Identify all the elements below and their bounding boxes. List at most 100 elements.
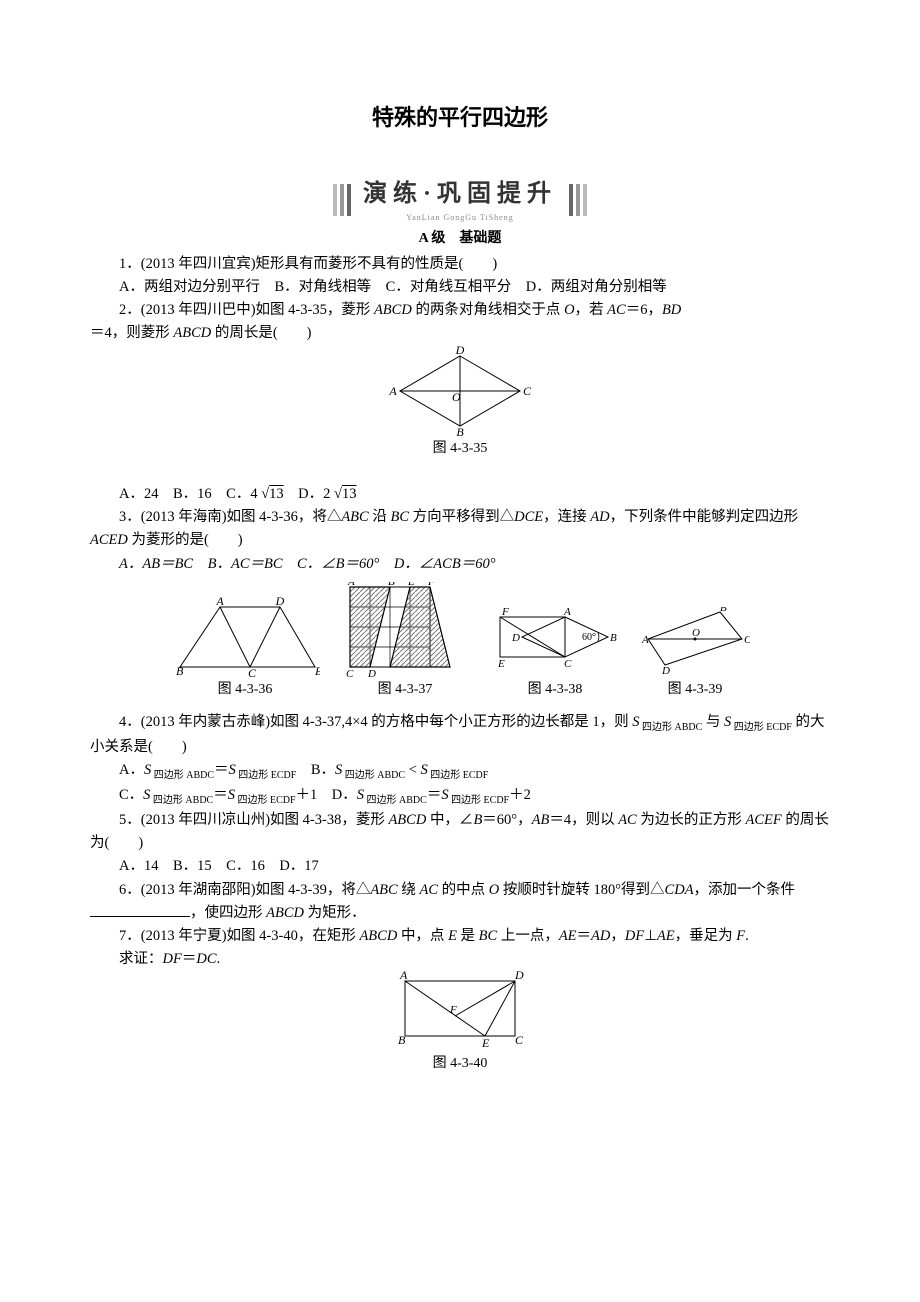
svg-text:E: E <box>497 658 505 670</box>
var: AB <box>532 812 550 828</box>
fig-label: 图 4-3-40 <box>90 1053 830 1075</box>
subscript: 四边形 ECDF <box>731 722 792 733</box>
var: ABCD <box>388 812 426 828</box>
text: ＝ <box>577 928 592 944</box>
subscript: 四边形 ECDF <box>449 795 510 806</box>
bar <box>569 184 573 216</box>
fig-label: 图 4-3-39 <box>640 679 750 701</box>
text: 为边长的正方形 <box>637 812 746 828</box>
text: 是 <box>457 928 479 944</box>
bar <box>333 184 337 216</box>
fig-label: 图 4-3-35 <box>90 438 830 460</box>
text: ＋2 <box>509 787 531 803</box>
text: ， <box>610 928 625 944</box>
var: DF <box>625 928 644 944</box>
rhombus-diagram: D A C B O <box>385 346 535 436</box>
var: BC <box>390 509 409 525</box>
banner-main-text: 演练·巩固提升 <box>363 175 557 213</box>
sqrt-icon: √13 <box>261 486 283 502</box>
text: ＝60°， <box>482 812 531 828</box>
banner-bars-left <box>333 184 351 216</box>
subscript: 四边形 ABDC <box>342 770 405 781</box>
text: ⊥ <box>644 928 657 944</box>
fill-blank[interactable] <box>90 902 190 917</box>
var: O <box>564 302 574 318</box>
text: ，垂足为 <box>675 928 737 944</box>
text: 上一点， <box>497 928 559 944</box>
text: ＝4，则菱形 <box>90 325 173 341</box>
q4-stem: 4．(2013 年内蒙古赤峰)如图 4-3-37,4×4 的方格中每个小正方形的… <box>90 711 830 759</box>
figure-4-3-40: A D B C E F 图 4-3-40 <box>90 971 830 1075</box>
subscript: 四边形 ABDC <box>150 795 213 806</box>
var: S <box>421 762 428 778</box>
svg-text:O: O <box>452 390 461 404</box>
text: . <box>217 951 221 967</box>
text: ＝ <box>214 762 229 778</box>
fig-label: 图 4-3-36 <box>170 679 320 701</box>
subscript: 四边形 ABDC <box>151 770 214 781</box>
q1-options: A．两组对边分别平行 B．对角线相等 C．对角线互相平分 D．两组对角分别相等 <box>90 276 830 299</box>
text: 2．(2013 年四川巴中)如图 4-3-35，菱形 <box>119 302 374 318</box>
text: ＝ <box>182 951 197 967</box>
var: ABCD <box>173 325 211 341</box>
q5-options: A．14 B．15 C．16 D．17 <box>90 855 830 878</box>
q5-stem: 5．(2013 年四川凉山州)如图 4-3-38，菱形 ABCD 中，∠B＝60… <box>90 809 830 855</box>
var: ABCD <box>359 928 397 944</box>
fig-label: 图 4-3-37 <box>340 679 470 701</box>
var: AC <box>618 812 637 828</box>
text: C． <box>119 787 143 803</box>
q2-stem-cont: ＝4，则菱形 ABCD 的周长是( ) <box>90 322 830 345</box>
svg-text:60°: 60° <box>582 632 596 643</box>
var: BD <box>662 302 681 318</box>
text: B． <box>296 762 335 778</box>
svg-text:C: C <box>744 634 750 646</box>
svg-text:B: B <box>720 607 727 614</box>
svg-text:B: B <box>456 425 464 436</box>
sqrt-icon: √13 <box>334 486 356 502</box>
subscript: 四边形 ABDC <box>364 795 427 806</box>
text: ，若 <box>575 302 608 318</box>
var: ABCD <box>374 302 412 318</box>
svg-text:D: D <box>455 346 465 357</box>
text: 的中点 <box>438 882 489 898</box>
q3-options: A．AB＝BC B．AC＝BC C．∠B＝60° D．∠ACB＝60° <box>90 553 830 576</box>
var: ABC <box>341 509 368 525</box>
text: 为矩形． <box>304 905 366 921</box>
figure-4-3-38: F A E C D B 60° 图 4-3-38 <box>490 607 620 701</box>
svg-text:A: A <box>641 634 649 646</box>
q2-stem: 2．(2013 年四川巴中)如图 4-3-35，菱形 ABCD 的两条对角线相交… <box>90 299 830 322</box>
var: ACED <box>90 532 128 548</box>
svg-text:D: D <box>511 632 520 644</box>
banner-bars-right <box>569 184 587 216</box>
var: S <box>632 714 639 730</box>
q1-stem: 1．(2013 年四川宜宾)矩形具有而菱形不具有的性质是( ) <box>90 253 830 276</box>
svg-text:F: F <box>427 582 435 588</box>
text: 3．(2013 年海南)如图 4-3-36，将△ <box>119 509 341 525</box>
text: ＝4，则以 <box>549 812 618 828</box>
text: D．2 <box>284 486 334 502</box>
q7-prove: 求证：DF＝DC. <box>90 948 830 971</box>
svg-text:F: F <box>449 1004 457 1016</box>
q6-stem: 6．(2013 年湖南邵阳)如图 4-3-39，将△ABC 绕 AC 的中点 O… <box>90 879 830 925</box>
q3-stem: 3．(2013 年海南)如图 4-3-36，将△ABC 沿 BC 方向平移得到△… <box>90 506 830 552</box>
var: S <box>229 762 236 778</box>
svg-text:A: A <box>388 384 397 398</box>
var: O <box>489 882 499 898</box>
text: 的周长是( ) <box>211 325 311 341</box>
text: ＝6， <box>626 302 662 318</box>
svg-text:E: E <box>314 664 320 677</box>
text: < <box>405 762 420 778</box>
text: A．24 B．16 C．4 <box>119 486 261 502</box>
bar <box>340 184 344 216</box>
sqrt-val: 13 <box>342 486 357 502</box>
svg-text:F: F <box>501 607 509 618</box>
text: 7．(2013 年宁夏)如图 4-3-40，在矩形 <box>119 928 359 944</box>
figure-4-3-36: A D B C E 图 4-3-36 <box>170 597 320 701</box>
svg-text:C: C <box>248 666 257 677</box>
svg-text:D: D <box>661 665 670 677</box>
svg-text:E: E <box>481 1036 490 1050</box>
text: 沿 <box>369 509 391 525</box>
svg-text:O: O <box>692 627 700 639</box>
figure-row-3: A D B C E 图 4-3-36 <box>90 582 830 701</box>
subscript: 四边形 ECDF <box>428 770 489 781</box>
